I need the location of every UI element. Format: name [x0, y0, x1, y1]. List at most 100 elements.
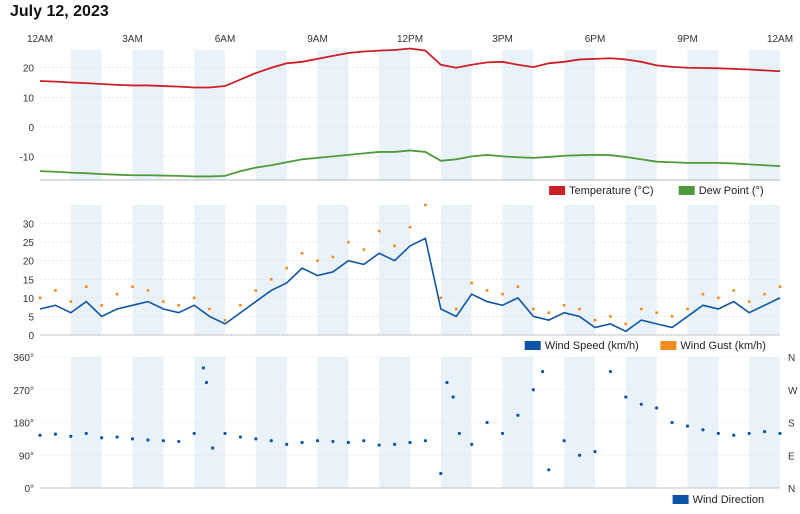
- hour-band: [194, 50, 225, 180]
- gust-point: [624, 322, 628, 326]
- direction-point: [269, 439, 273, 443]
- gust-point: [115, 292, 119, 296]
- direction-point: [670, 420, 674, 425]
- direction-point: [346, 440, 350, 445]
- direction-point: [211, 446, 215, 450]
- y-tick-label-right: N: [788, 353, 795, 364]
- gust-point: [470, 281, 473, 285]
- direction-point: [593, 450, 597, 454]
- hour-band: [70, 205, 102, 335]
- gust-point: [347, 240, 350, 244]
- gust-point: [763, 292, 766, 296]
- direction-point: [577, 453, 582, 457]
- gust-point: [316, 259, 319, 263]
- gust-point: [778, 285, 782, 289]
- hour-band: [440, 205, 472, 335]
- gust-point: [146, 289, 150, 292]
- direction-point: [747, 431, 751, 436]
- legend-swatch: [549, 186, 566, 195]
- y-tick-label: 360°: [13, 353, 34, 364]
- hour-band: [440, 50, 472, 180]
- background-bands-1: [70, 205, 780, 335]
- direction-point: [531, 388, 535, 392]
- gust-point: [562, 303, 566, 307]
- x-tick-label: 12AM: [767, 34, 793, 45]
- direction-point: [204, 380, 209, 385]
- gust-point: [732, 289, 736, 292]
- legend-label: Dew Point (°): [699, 185, 764, 197]
- direction-point: [69, 434, 73, 438]
- direction-point: [547, 468, 551, 472]
- y-tick-label-right: W: [788, 386, 798, 397]
- legend-swatch: [524, 341, 541, 350]
- y-tick-label: 0: [28, 331, 34, 342]
- hour-band: [564, 50, 595, 180]
- direction-point: [685, 424, 690, 428]
- y-tick-label: 10: [23, 294, 35, 305]
- direction-point: [315, 439, 320, 443]
- direction-point: [716, 431, 720, 436]
- legend-label: Wind Direction: [693, 494, 765, 506]
- direction-point: [223, 431, 227, 436]
- direction-point: [285, 442, 289, 446]
- gust-point: [747, 300, 751, 303]
- direction-point: [778, 431, 782, 436]
- direction-point: [470, 442, 474, 446]
- legend-label: Wind Gust (km/h): [680, 340, 766, 352]
- direction-point: [177, 439, 181, 444]
- hour-band: [255, 205, 287, 335]
- gust-point: [100, 303, 103, 307]
- gust-point: [516, 285, 520, 289]
- gust-point: [701, 292, 705, 296]
- direction-point: [254, 437, 258, 441]
- y-tick-label-right: E: [788, 451, 795, 462]
- hour-band: [625, 205, 657, 335]
- gust-point: [377, 229, 381, 233]
- direction-point: [115, 435, 119, 439]
- gust-point: [578, 307, 581, 311]
- direction-point: [38, 433, 42, 437]
- gust-point: [424, 203, 427, 207]
- gust-point: [239, 303, 242, 307]
- y-tick-label: 0: [28, 123, 34, 134]
- direction-point: [201, 366, 206, 370]
- gust-point: [84, 285, 88, 289]
- legend-swatch: [678, 186, 695, 195]
- gust-point: [54, 289, 57, 292]
- x-tick-label: 9PM: [677, 34, 698, 45]
- gust-point: [300, 251, 304, 255]
- background-bands-0: [70, 50, 780, 180]
- x-tick-label: 9AM: [307, 34, 328, 45]
- direction-point: [762, 429, 767, 434]
- page-title: July 12, 2023: [10, 3, 109, 20]
- y-tick-label: -10: [20, 152, 35, 163]
- gust-point: [393, 244, 396, 248]
- y-tick-label: 0°: [24, 484, 34, 495]
- series-line-dew-point: [39, 149, 781, 178]
- direction-point: [84, 431, 88, 436]
- hour-band: [255, 50, 287, 180]
- legend-swatch: [660, 341, 677, 350]
- gust-point: [501, 292, 504, 296]
- y-tick-label: 25: [23, 238, 35, 249]
- x-tick-label: 6PM: [585, 34, 606, 45]
- y-tick-label: 20: [23, 257, 35, 268]
- gust-point: [593, 318, 597, 322]
- x-tick-label: 12PM: [397, 34, 423, 45]
- gust-point: [408, 225, 412, 229]
- direction-point: [362, 439, 366, 443]
- direction-point: [423, 439, 428, 443]
- hour-band: [317, 205, 349, 335]
- x-tick-label: 6AM: [215, 34, 236, 45]
- y-tick-label: 30: [23, 220, 35, 231]
- direction-point: [701, 428, 705, 432]
- direction-point: [53, 432, 58, 436]
- legend-label: Wind Speed (km/h): [545, 340, 639, 352]
- direction-point: [392, 442, 397, 446]
- gust-point: [223, 318, 227, 322]
- hour-band: [132, 205, 164, 335]
- gust-point: [485, 289, 489, 292]
- background-bands-2: [70, 357, 780, 488]
- hour-band: [502, 50, 534, 180]
- hour-band: [687, 205, 719, 335]
